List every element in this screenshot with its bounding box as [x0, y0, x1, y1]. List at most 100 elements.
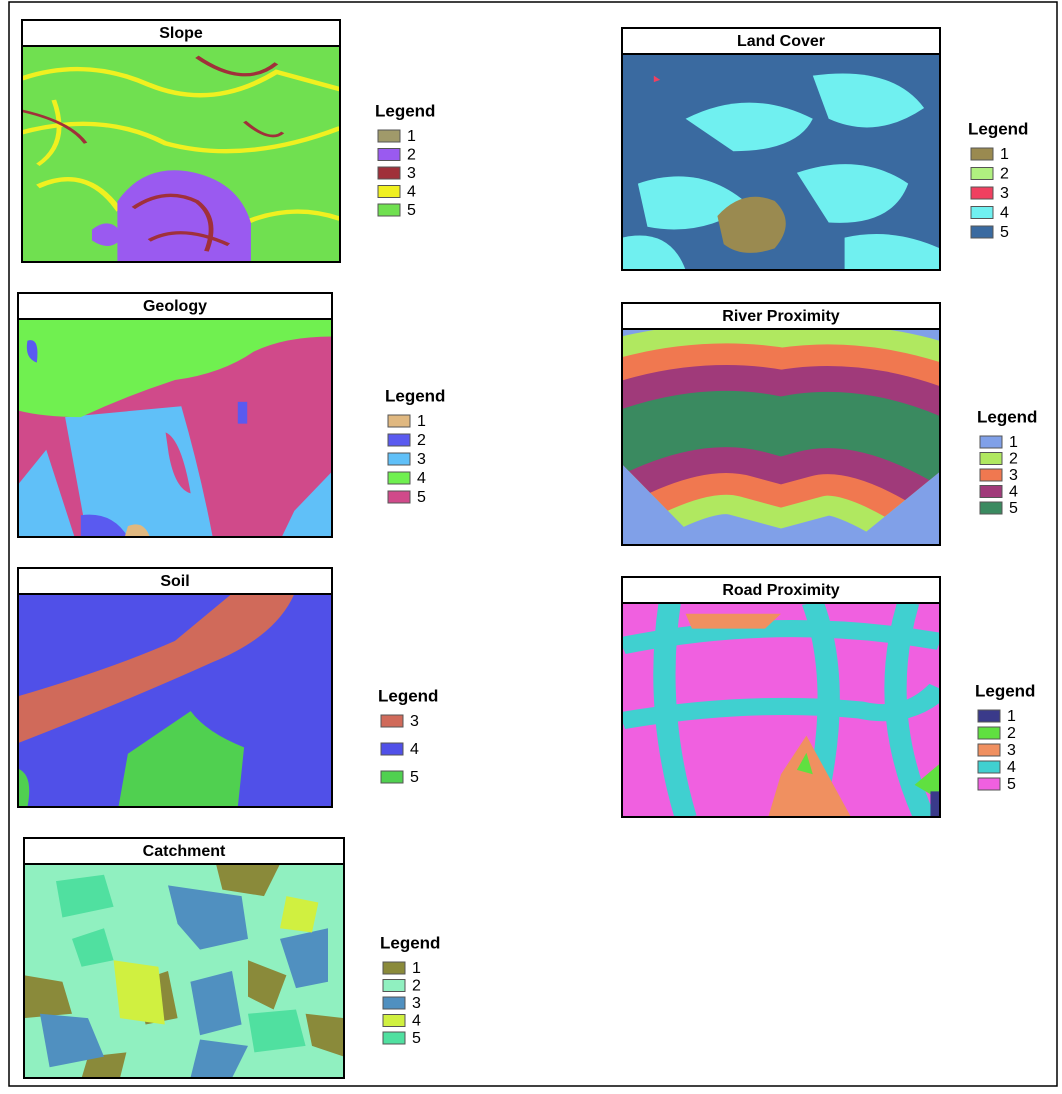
- map-feature: [91, 223, 124, 246]
- map-feature: [22, 66, 340, 98]
- map-feature: [685, 102, 813, 152]
- title-bar: [17, 567, 333, 595]
- map-image: [622, 603, 940, 817]
- legend-swatch: [970, 147, 994, 161]
- map-feature: [118, 711, 245, 807]
- map-title: Slope: [159, 25, 203, 42]
- legend-label: 3: [412, 995, 421, 1012]
- legend-swatch: [977, 709, 1001, 723]
- legend-swatch: [979, 485, 1003, 498]
- map-feature: [22, 109, 88, 144]
- legend-label: 1: [417, 413, 426, 430]
- legend-swatch: [377, 203, 401, 217]
- map-feature: [248, 960, 287, 1010]
- legend-swatch: [380, 742, 404, 756]
- map-feature: [768, 735, 851, 817]
- map-feature: [40, 1013, 104, 1068]
- legend-title: Legend: [975, 681, 1035, 700]
- map-features: [622, 329, 940, 533]
- legend-swatch: [970, 167, 994, 180]
- legend-swatch: [387, 433, 411, 447]
- map-feature: [812, 73, 925, 128]
- map-feature: [131, 193, 214, 252]
- map-features: [18, 319, 332, 537]
- legend-label: 2: [1009, 451, 1018, 468]
- legend-label: 4: [417, 470, 426, 487]
- map-title: River Proximity: [722, 308, 839, 325]
- legend-swatch: [380, 770, 404, 784]
- legend-swatch: [970, 225, 994, 239]
- map-feature: [65, 406, 213, 537]
- map-feature: [844, 234, 940, 270]
- legend-label: 4: [1000, 205, 1009, 222]
- legend-label: 5: [407, 202, 416, 219]
- legend-swatch: [387, 452, 411, 466]
- map-features: [24, 864, 344, 1078]
- map-feature: [216, 864, 280, 897]
- legend-swatch: [970, 186, 994, 200]
- map-feature: [195, 55, 279, 77]
- legend-swatch: [977, 760, 1001, 774]
- map-features: [18, 594, 295, 807]
- map-panel: Slope Legend 1 23 45: [21, 19, 435, 263]
- legend-label: 1: [1000, 146, 1009, 163]
- map-feature: [281, 471, 332, 537]
- legend-label: 5: [1009, 500, 1018, 517]
- legend-label: 4: [412, 1013, 421, 1030]
- map-title: Soil: [160, 573, 189, 590]
- map-image: [622, 329, 940, 545]
- title-bar: [17, 292, 333, 320]
- legend-swatch: [979, 435, 1003, 449]
- map-feature: [80, 514, 128, 537]
- legend-title: Legend: [977, 407, 1037, 426]
- map-feature: [796, 752, 813, 775]
- legend-swatch: [979, 501, 1003, 515]
- legend-label: 3: [1007, 742, 1016, 759]
- legend-label: 4: [410, 741, 419, 758]
- legend-label: 2: [407, 147, 416, 164]
- legend-label: 4: [1007, 759, 1016, 776]
- legend-swatch: [382, 979, 406, 992]
- legend-label: 5: [1000, 224, 1009, 241]
- map-feature: [168, 885, 248, 950]
- legend-swatch: [387, 471, 411, 485]
- map-image: [18, 594, 332, 807]
- legend-label: 4: [1009, 484, 1018, 501]
- map-feature: [685, 613, 781, 629]
- legend-label: 1: [407, 128, 416, 145]
- map-feature: [930, 791, 940, 817]
- title-bar: [23, 837, 345, 865]
- title-bar: [621, 302, 941, 330]
- map-feature: [56, 874, 114, 918]
- map-feature: [305, 1013, 344, 1057]
- map-panel: Geology Legend 1 2 3 4 5: [17, 292, 445, 538]
- legend-swatch: [377, 185, 401, 198]
- legend-label: 4: [407, 184, 416, 201]
- legend-label: 1: [1009, 434, 1018, 451]
- map-feature: [18, 449, 75, 537]
- legend-swatch: [970, 206, 994, 219]
- map-feature: [884, 603, 935, 817]
- legend-label: 3: [1000, 185, 1009, 202]
- legend-swatch: [377, 148, 401, 161]
- map-feature: [190, 1039, 248, 1078]
- legend-label: 3: [1009, 467, 1018, 484]
- legend-swatch: [382, 1014, 406, 1027]
- map-title: Land Cover: [737, 33, 825, 50]
- map-feature: [190, 971, 242, 1036]
- legend-title: Legend: [378, 686, 438, 705]
- legend-label: 2: [1007, 725, 1016, 742]
- map-feature: [717, 196, 786, 253]
- legend-label: 3: [410, 713, 419, 730]
- map-feature: [147, 231, 231, 247]
- map-feature: [113, 960, 165, 1025]
- legend-label: 3: [407, 165, 416, 182]
- legend-title: Legend: [968, 119, 1028, 138]
- map-feature: [653, 603, 697, 817]
- legend-swatch: [380, 714, 404, 728]
- map-feature: [280, 928, 328, 989]
- map-feature: [124, 524, 150, 537]
